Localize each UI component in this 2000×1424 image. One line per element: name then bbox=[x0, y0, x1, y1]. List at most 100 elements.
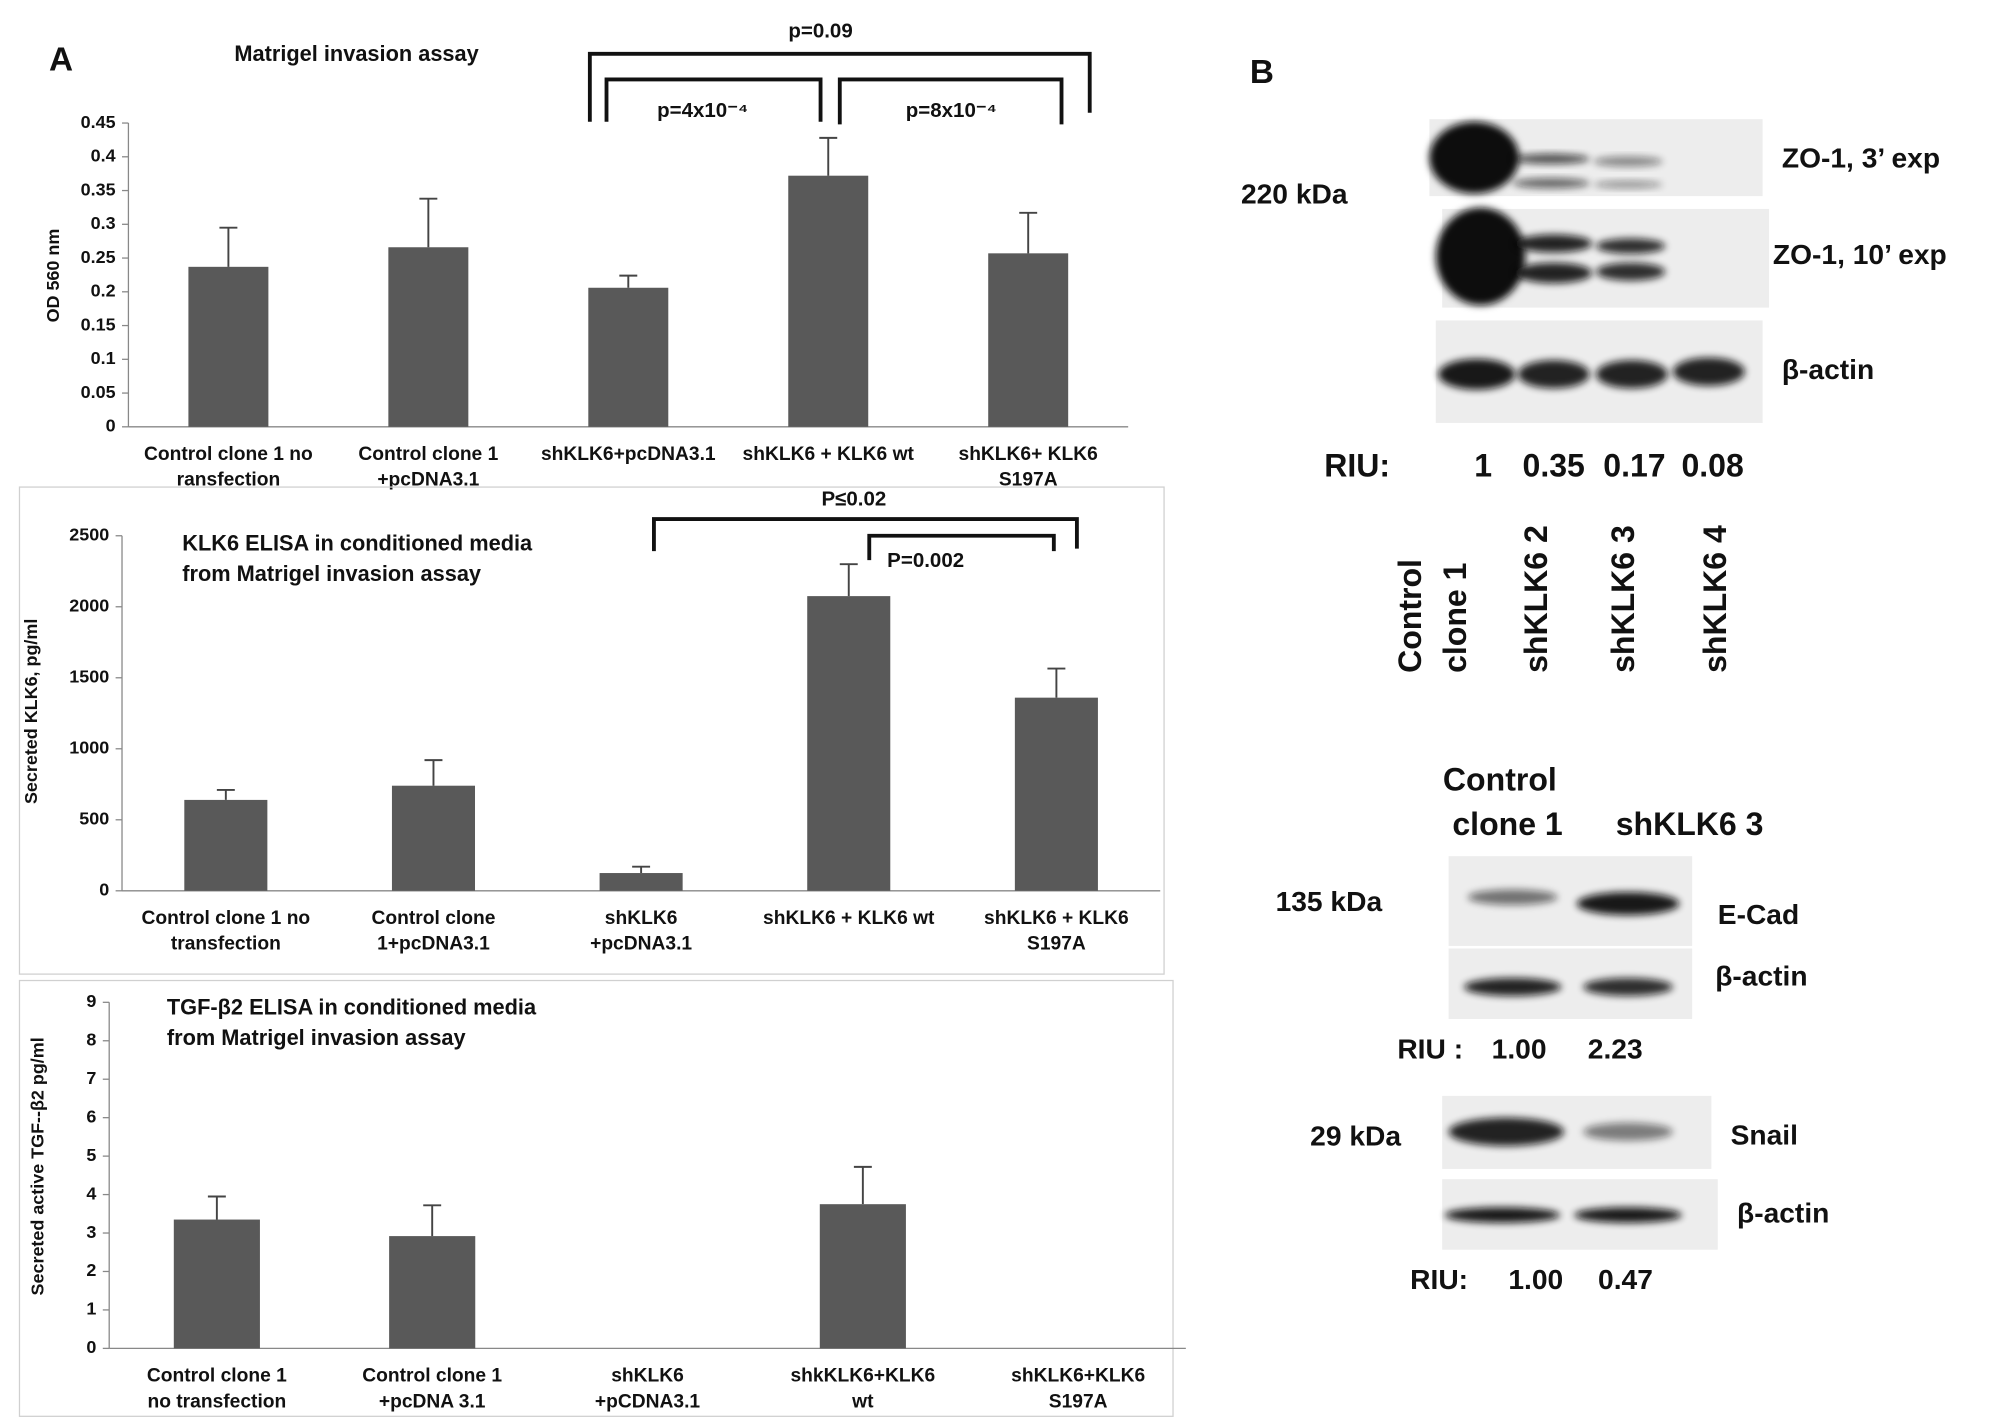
riu-label: RIU: bbox=[1324, 447, 1390, 483]
blot-band bbox=[1448, 1117, 1564, 1146]
y-tick-label: 0.45 bbox=[81, 112, 116, 132]
blot-row-label: Snail bbox=[1731, 1118, 1798, 1150]
x-tick-label: +pcDNA 3.1 bbox=[379, 1391, 486, 1412]
significance-label: P≤0.02 bbox=[821, 487, 886, 510]
error-bar bbox=[839, 563, 858, 597]
panel-label: A bbox=[49, 41, 73, 78]
blot-row-label: β-actin bbox=[1737, 1197, 1829, 1229]
riu-value: 0.47 bbox=[1598, 1263, 1653, 1295]
blots bbox=[1429, 119, 1770, 1250]
significance-bracket bbox=[837, 77, 1064, 125]
blot-band bbox=[1583, 1122, 1673, 1141]
error-bar bbox=[423, 1204, 442, 1237]
riu-value: 1 bbox=[1474, 447, 1492, 483]
y-axis-label: Secreted KLK6, pg/ml bbox=[21, 619, 41, 804]
blot-band bbox=[1576, 892, 1680, 916]
error-bar bbox=[819, 136, 838, 176]
blot-band bbox=[1429, 121, 1520, 194]
x-tick-label: S197A bbox=[999, 470, 1058, 491]
bar bbox=[588, 287, 669, 427]
y-tick-label: 2 bbox=[86, 1260, 96, 1280]
x-tick-label: Control clone 1 no bbox=[144, 444, 313, 465]
y-tick-label: 4 bbox=[86, 1183, 96, 1203]
bar bbox=[1014, 697, 1098, 891]
x-tick-label: Control clone 1 bbox=[147, 1366, 287, 1387]
x-tick-label: no transfection bbox=[147, 1391, 286, 1412]
x-tick-label: 1+pcDNA3.1 bbox=[377, 934, 490, 955]
x-tick-label: S197A bbox=[1027, 934, 1086, 955]
x-tick-label: +pcDNA3.1 bbox=[590, 934, 692, 955]
blot-band bbox=[1435, 207, 1526, 306]
error-bar bbox=[619, 274, 638, 288]
chart-title: from Matrigel invasion assay bbox=[167, 1025, 466, 1050]
lane-label: Control bbox=[1392, 559, 1428, 673]
riu-value: 1.00 bbox=[1508, 1263, 1563, 1295]
kda-label: 29 kDa bbox=[1310, 1120, 1401, 1152]
error-bar bbox=[219, 226, 238, 267]
y-tick-label: 0 bbox=[86, 1337, 96, 1357]
bar bbox=[807, 596, 891, 891]
significance-bracket bbox=[604, 77, 823, 122]
x-tick-label: Control clone 1 no bbox=[141, 908, 310, 929]
x-tick-label: shKLK6 + KLK6 wt bbox=[743, 444, 915, 465]
y-tick-label: 3 bbox=[86, 1222, 96, 1242]
y-tick-label: 8 bbox=[86, 1029, 96, 1049]
blot-band bbox=[1574, 1207, 1682, 1223]
error-bar bbox=[1019, 211, 1038, 254]
x-tick-label: Control clone 1 bbox=[358, 444, 498, 465]
significance-label: p=0.09 bbox=[788, 19, 852, 42]
x-tick-label: shKLK6+KLK6 bbox=[1011, 1366, 1145, 1387]
blot-band bbox=[1515, 262, 1593, 284]
y-tick-label: 5 bbox=[86, 1145, 96, 1165]
blot-row-label: ZO-1, 3’ exp bbox=[1782, 142, 1940, 174]
chart-title: from Matrigel invasion assay bbox=[182, 561, 481, 586]
riu-value: 0.17 bbox=[1603, 447, 1665, 483]
bar bbox=[391, 785, 476, 891]
x-tick-label: +pcDNA3.1 bbox=[377, 470, 479, 491]
x-tick-label: shKLK6+pcDNA3.1 bbox=[541, 444, 716, 465]
blot-band bbox=[1596, 262, 1666, 281]
lane-label: clone 1 bbox=[1437, 563, 1473, 673]
blot-band bbox=[1515, 234, 1593, 253]
x-tick-label: Control clone bbox=[372, 908, 496, 929]
blot-band bbox=[1438, 358, 1516, 390]
y-tick-label: 0.05 bbox=[81, 382, 116, 402]
lane-label: Control bbox=[1443, 761, 1557, 797]
kda-label: 220 kDa bbox=[1241, 178, 1348, 210]
significance-bracket bbox=[587, 51, 1092, 122]
error-bar bbox=[1047, 667, 1066, 698]
y-tick-label: 0.15 bbox=[81, 314, 116, 334]
lane-label: shKLK6 2 bbox=[1518, 525, 1554, 673]
lane-label: shKLK6 3 bbox=[1605, 525, 1641, 673]
blot-band bbox=[1463, 977, 1562, 996]
blot-row-label: β-actin bbox=[1782, 353, 1874, 385]
error-bar bbox=[207, 1195, 226, 1220]
blot-band bbox=[1672, 357, 1745, 386]
riu-value: 0.08 bbox=[1681, 447, 1743, 483]
x-tick-label: shkKLK6+KLK6 bbox=[790, 1366, 935, 1387]
y-tick-label: 2000 bbox=[69, 596, 109, 616]
y-axis-label: Secreted active TGF--β2 pg/ml bbox=[27, 1037, 47, 1295]
bar bbox=[819, 1204, 906, 1349]
bar bbox=[388, 247, 469, 427]
chart-frame bbox=[18, 979, 1174, 1417]
x-tick-label: shKLK6 bbox=[605, 908, 678, 929]
x-tick-label: shKLK6+ KLK6 bbox=[959, 444, 1098, 465]
lane-label: shKLK6 4 bbox=[1697, 525, 1733, 673]
bar bbox=[173, 1219, 260, 1349]
x-tick-label: +pCDNA3.1 bbox=[595, 1391, 701, 1412]
bar bbox=[599, 873, 683, 891]
x-tick-label: shKLK6 + KLK6 bbox=[984, 908, 1129, 929]
y-tick-label: 1500 bbox=[69, 667, 109, 687]
blot-band bbox=[1517, 360, 1590, 389]
riu-value: 1.00 bbox=[1492, 1032, 1547, 1064]
error-bar bbox=[853, 1165, 872, 1205]
error-bar bbox=[424, 759, 443, 786]
riu-label: RIU: bbox=[1410, 1263, 1468, 1295]
riu-label: RIU : bbox=[1397, 1032, 1463, 1064]
lane-label: clone 1 bbox=[1452, 806, 1562, 842]
blot-band bbox=[1593, 156, 1663, 167]
y-tick-label: 0.35 bbox=[81, 179, 116, 199]
